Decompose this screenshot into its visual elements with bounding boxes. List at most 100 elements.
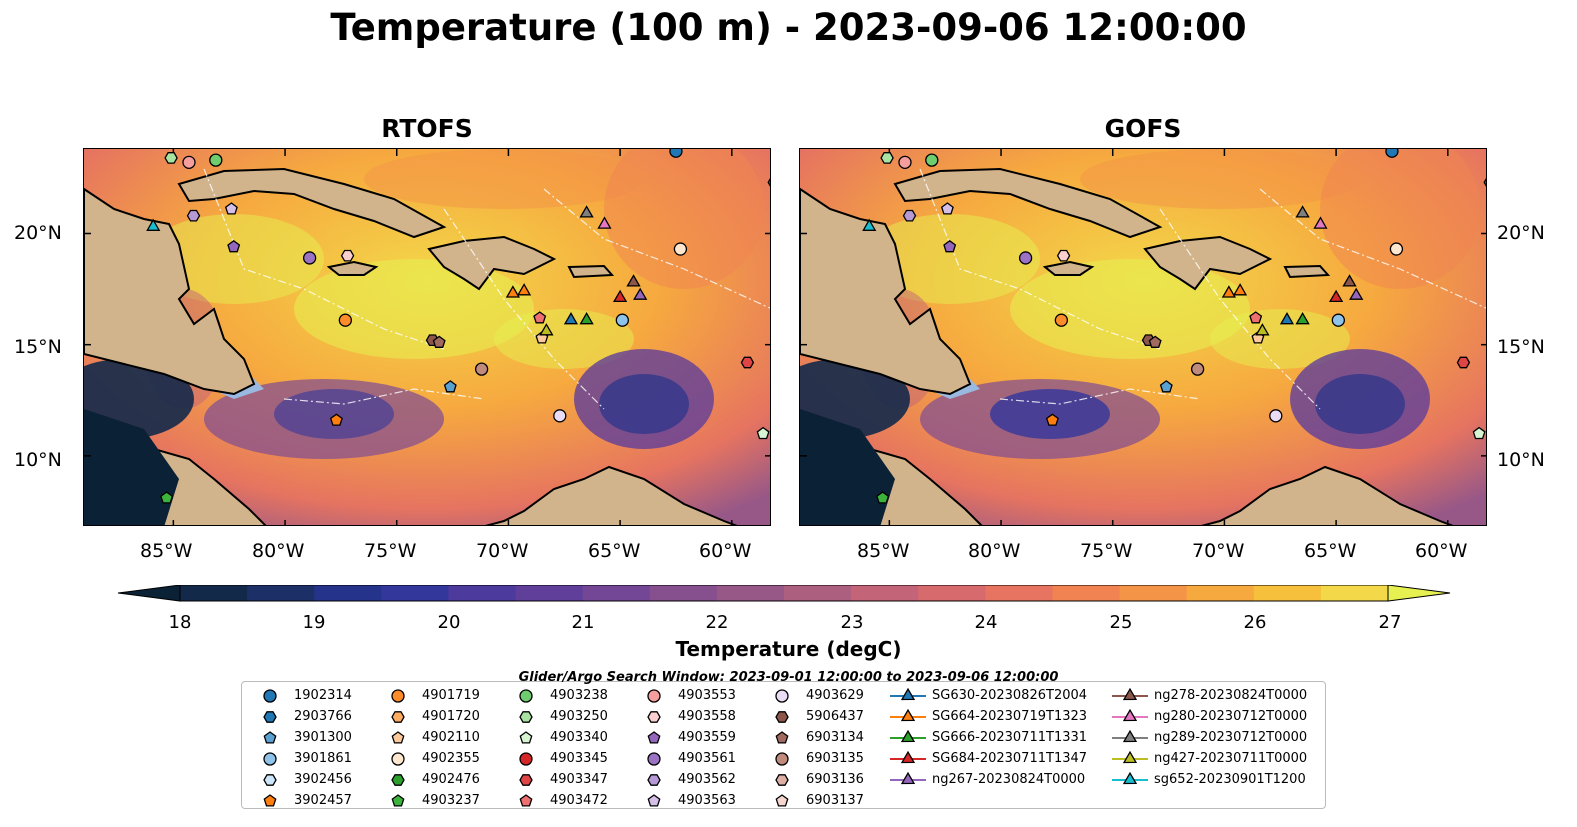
land-mass [427,235,557,291]
map-canvas [800,149,1486,525]
cbar-tick-23: 23 [840,612,864,633]
marker-SG684-20230711T1347 [1328,289,1344,303]
legend-label: 4903345 [550,751,608,766]
marker-4901719 [1054,313,1069,327]
legend-label: ng280-20230712T0000 [1154,709,1308,724]
marker-4901719 [338,313,353,327]
legend-symbol [775,731,789,744]
lon-tick-65w-rtofs: 65°W [588,540,641,562]
pentagon-marker-icon [775,731,789,744]
marker-4902355 [1389,242,1404,256]
marker-ng280-20230712T0000 [597,216,612,229]
marker-6903135 [474,362,489,376]
colorbar-bin [918,585,986,601]
circle-marker-icon [263,752,277,766]
land-mass [1283,264,1331,279]
lon-tick-60w-gofs: 60°W [1415,540,1468,562]
legend-symbol [1122,688,1138,701]
colorbar-bin [1320,585,1389,601]
marker-4903562 [902,209,917,222]
figure-title: Temperature (100 m) - 2023-09-06 12:00:0… [330,6,1247,49]
colorbar-bin [515,585,584,601]
triangle-marker-icon [1112,709,1148,722]
triangle-marker-icon [1112,772,1148,785]
colorbar-bin [381,585,449,601]
legend-label: SG666-20230711T1331 [932,730,1088,745]
legend-label: ng289-20230712T0000 [1154,730,1308,745]
pentagon-marker-icon [263,794,277,807]
legend-symbol [647,752,661,766]
legend-label: 4903472 [550,793,608,808]
marker-ng278-20230824T0000 [626,274,641,287]
marker-sg652-20230901T1200 [862,218,877,231]
legend-symbol [1122,730,1138,743]
legend-symbol [647,711,661,723]
marker-ng427-20230711T0000 [539,323,554,336]
colorbar-label: Temperature (degC) [675,637,902,661]
legend-label: ng427-20230711T0000 [1154,751,1308,766]
land-mass [1042,260,1095,276]
marker-sg652-20230901T1200 [146,218,161,231]
lat-tick-20n-right: 20°N [1497,222,1545,244]
legend-symbol [775,774,789,786]
legend: 1902314 2903766 3901300 3901861 3902456 39024… [241,681,1326,809]
marker-3901861 [1331,313,1345,327]
legend-label: 3901300 [294,730,352,745]
pentagon-marker-icon [647,794,661,807]
legend-label: 4903347 [550,772,608,787]
lon-tick-80w-gofs: 80°W [968,540,1021,562]
pentagon-marker-icon [647,731,661,744]
hexagon-marker-icon [263,711,277,723]
marker-4903561 [1018,251,1033,265]
gofs-map[interactable] [799,148,1487,526]
land-mass [800,187,972,396]
marker-4903472 [533,311,547,324]
legend-label: 6903136 [806,772,864,787]
cbar-tick-25: 25 [1109,612,1133,633]
legend-label: 4902355 [422,751,480,766]
pentagon-marker-icon [391,794,405,807]
cbar-tick-19: 19 [302,612,326,633]
marker-SG664-20230719T1323 [516,283,532,296]
rtofs-map[interactable] [83,148,771,526]
lat-tick-10n-left: 10°N [14,449,62,471]
marker-SG666-20230711T1331 [579,311,594,325]
legend-label: 4903238 [550,688,608,703]
lat-tick-10n-right: 10°N [1497,449,1545,471]
cbar-tick-27: 27 [1378,612,1402,633]
legend-symbol [263,731,277,744]
land-mass [567,264,615,279]
legend-label: 4903563 [678,793,736,808]
marker-4903347 [740,356,755,369]
marker-4903553 [182,155,196,169]
triangle-marker-icon [890,751,926,764]
legend-label: 3902457 [294,793,352,808]
triangle-marker-icon [1112,688,1148,701]
legend-label: 6903137 [806,793,864,808]
lon-tick-75w-gofs: 75°W [1080,540,1133,562]
marker-3901861 [615,313,629,327]
lat-tick-15n-right: 15°N [1497,336,1545,358]
marker-4903238 [925,153,939,167]
marker-SG666-20230711T1331 [1295,311,1310,325]
colorbar-extend-max [1387,585,1451,602]
legend-symbol [263,774,277,786]
marker-3902457 [1045,413,1059,426]
marker-ng289-20230712T0000 [579,205,594,218]
legend-symbol [647,689,661,703]
legend-label: 4903561 [678,751,736,766]
marker-SG684-20230711T1347 [612,289,628,303]
colorbar-bin [784,585,852,601]
legend-label: 4903559 [678,730,736,745]
marker-3902457 [329,413,343,426]
legend-label: 2903766 [294,709,352,724]
legend-symbol [519,731,533,744]
legend-symbol [1122,751,1138,764]
hexagon-marker-icon [647,711,661,723]
marker-4903561 [302,251,317,265]
lon-tick-75w-rtofs: 75°W [364,540,417,562]
cbar-tick-26: 26 [1243,612,1267,633]
legend-symbol [263,794,277,807]
marker-1902314 [669,149,683,158]
marker-3901300 [1159,380,1173,393]
